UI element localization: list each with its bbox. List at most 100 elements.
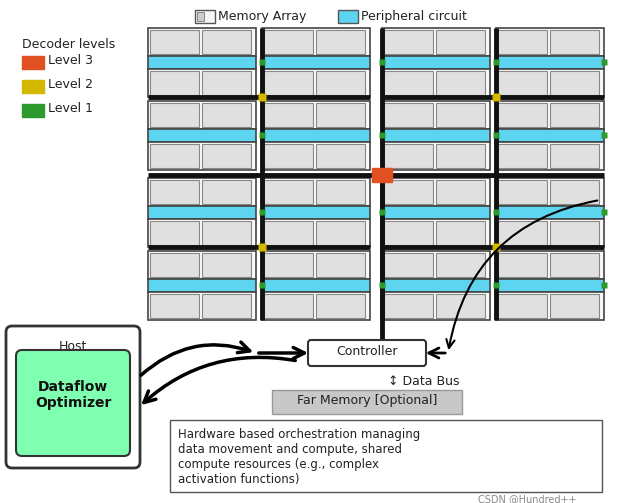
Bar (496, 279, 604, 292)
Bar (264, 221, 313, 245)
Bar (150, 103, 199, 127)
Bar (150, 180, 199, 204)
Bar (496, 56, 604, 69)
Bar (316, 103, 365, 127)
Bar (498, 103, 547, 127)
Bar (150, 30, 199, 54)
Bar (316, 71, 365, 95)
Bar (148, 219, 256, 247)
Bar (316, 253, 365, 277)
Bar (382, 129, 490, 142)
FancyBboxPatch shape (6, 326, 140, 468)
FancyArrowPatch shape (446, 201, 597, 348)
Bar (22, 80, 44, 93)
Bar (262, 292, 370, 320)
Text: Level 2: Level 2 (48, 78, 93, 91)
Bar (148, 129, 256, 142)
Text: Host: Host (59, 340, 87, 353)
Bar (262, 69, 370, 97)
Bar (384, 103, 433, 127)
Bar (202, 294, 251, 318)
Bar (150, 71, 199, 95)
Bar (148, 101, 256, 129)
Bar (262, 251, 370, 279)
Bar (22, 56, 44, 69)
Bar (384, 294, 433, 318)
Bar (262, 56, 370, 69)
Bar (197, 12, 204, 21)
FancyBboxPatch shape (16, 350, 130, 456)
Text: Memory Array: Memory Array (218, 10, 307, 23)
Bar (264, 294, 313, 318)
Bar (550, 221, 599, 245)
Bar (372, 168, 392, 182)
Bar (498, 71, 547, 95)
Text: Level 1: Level 1 (48, 102, 93, 115)
Bar (436, 180, 485, 204)
Bar (382, 178, 490, 206)
Bar (148, 142, 256, 170)
Bar (384, 144, 433, 168)
Bar (550, 103, 599, 127)
Bar (382, 28, 490, 56)
Bar (384, 30, 433, 54)
Bar (150, 144, 199, 168)
Bar (382, 251, 490, 279)
Bar (384, 180, 433, 204)
Bar (498, 180, 547, 204)
Bar (436, 30, 485, 54)
Bar (264, 71, 313, 95)
Bar (496, 292, 604, 320)
Bar (382, 292, 490, 320)
Bar (148, 69, 256, 97)
Bar (382, 69, 490, 97)
Bar (202, 71, 251, 95)
Bar (262, 178, 370, 206)
Bar (498, 144, 547, 168)
Bar (316, 294, 365, 318)
Bar (316, 144, 365, 168)
Bar (148, 28, 256, 56)
Bar (496, 28, 604, 56)
Bar (550, 180, 599, 204)
Bar (316, 221, 365, 245)
Bar (148, 206, 256, 219)
Bar (150, 253, 199, 277)
Bar (496, 101, 604, 129)
Bar (150, 221, 199, 245)
Bar (262, 142, 370, 170)
Bar (262, 101, 370, 129)
Bar (550, 144, 599, 168)
Bar (496, 251, 604, 279)
FancyArrowPatch shape (144, 357, 295, 402)
Bar (550, 71, 599, 95)
Text: Far Memory [Optional]: Far Memory [Optional] (297, 394, 437, 407)
Bar (382, 101, 490, 129)
Bar (264, 30, 313, 54)
Bar (498, 221, 547, 245)
FancyArrowPatch shape (141, 342, 250, 375)
Bar (436, 144, 485, 168)
Bar (262, 279, 370, 292)
Bar (496, 129, 604, 142)
Bar (150, 294, 199, 318)
Bar (498, 30, 547, 54)
Bar (436, 294, 485, 318)
Bar (264, 144, 313, 168)
Bar (170, 420, 602, 492)
Bar (338, 10, 358, 23)
Text: Decoder levels: Decoder levels (22, 38, 115, 51)
Bar (496, 206, 604, 219)
Bar (382, 219, 490, 247)
Text: Level 3: Level 3 (48, 54, 93, 67)
Bar (202, 180, 251, 204)
Bar (382, 206, 490, 219)
Text: Controller: Controller (336, 345, 398, 358)
Bar (550, 30, 599, 54)
Bar (436, 71, 485, 95)
Bar (262, 206, 370, 219)
Text: Dataflow
Optimizer: Dataflow Optimizer (35, 380, 111, 410)
Bar (382, 279, 490, 292)
Bar (496, 142, 604, 170)
Bar (202, 221, 251, 245)
